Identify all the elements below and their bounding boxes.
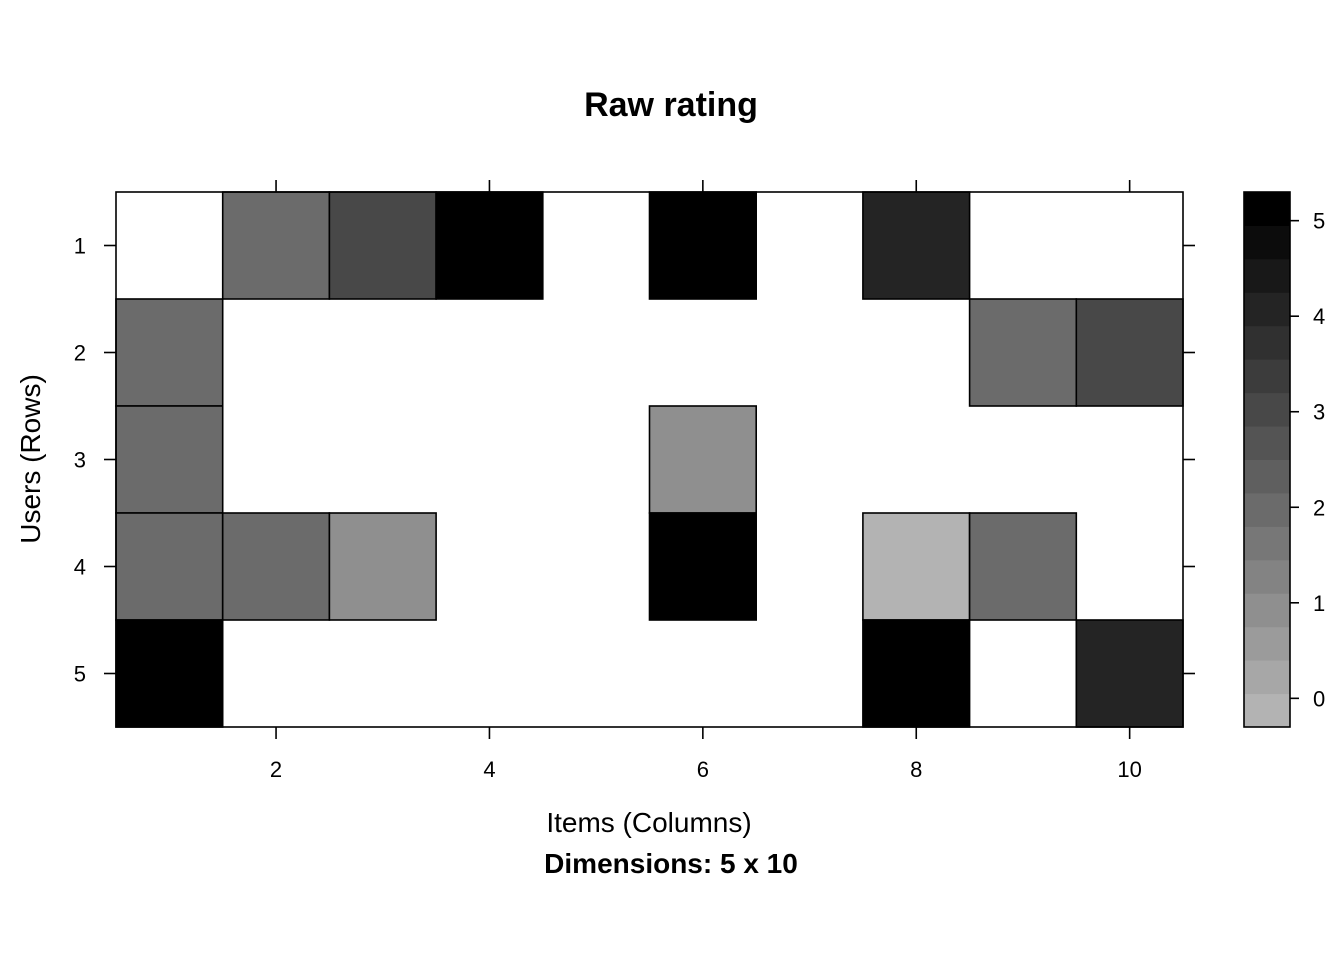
colorbar-segment — [1244, 225, 1290, 260]
x-tick-label: 4 — [483, 757, 495, 782]
colorbar-segment — [1244, 593, 1290, 628]
colorbar-segment — [1244, 258, 1290, 293]
colorbar-segment — [1244, 325, 1290, 360]
colorbar-segment — [1244, 359, 1290, 394]
heatmap-cell — [328, 191, 437, 300]
x-tick-label: 8 — [910, 757, 922, 782]
heatmap-cell — [115, 619, 224, 728]
heatmap-cell — [1075, 619, 1184, 728]
x-tick-label: 2 — [270, 757, 282, 782]
chart-title: Raw rating — [584, 86, 758, 124]
colorbar-segment — [1244, 526, 1290, 561]
heatmap-cell — [115, 405, 224, 514]
chart-subtitle: Dimensions: 5 x 10 — [544, 848, 798, 879]
colorbar-segment — [1244, 660, 1290, 695]
heatmap-cell — [221, 191, 331, 300]
heatmap-cell — [648, 405, 757, 514]
heatmap-cells — [115, 191, 1184, 728]
heatmap-cell — [435, 191, 544, 300]
heatmap-cell — [968, 512, 1078, 621]
colorbar-tick-label: 5 — [1313, 209, 1325, 234]
heatmap-cell — [648, 512, 757, 621]
y-tick-label: 5 — [74, 662, 86, 687]
colorbar: 0 1 2 3 4 5 — [1243, 191, 1325, 728]
colorbar-segment — [1244, 459, 1290, 494]
colorbar-segment — [1244, 492, 1290, 527]
y-tick-label: 2 — [74, 341, 86, 366]
y-axis-title: Users (Rows) — [15, 374, 46, 544]
colorbar-segment — [1244, 559, 1290, 594]
heatmap-cell — [328, 512, 437, 621]
heatmap-cell — [648, 191, 757, 300]
colorbar-segment — [1244, 192, 1290, 226]
colorbar-tick-label: 0 — [1313, 686, 1325, 711]
colorbar-tick-label: 2 — [1313, 495, 1325, 520]
heatmap-cell — [221, 512, 331, 621]
colorbar-segment — [1244, 626, 1290, 661]
colorbar-segment — [1244, 292, 1290, 327]
colorbar-border — [1243, 191, 1291, 728]
heatmap-cell — [1075, 298, 1184, 407]
heatmap-cell — [862, 512, 971, 621]
heatmap-cell — [862, 619, 971, 728]
y-tick-label: 1 — [74, 234, 86, 259]
colorbar-tick-label: 3 — [1313, 400, 1325, 425]
x-tick-label: 10 — [1117, 757, 1141, 782]
heatmap-cell — [115, 298, 224, 407]
x-axis-title: Items (Columns) — [546, 807, 751, 838]
heatmap-cell — [968, 298, 1078, 407]
colorbar-segment — [1244, 693, 1290, 728]
y-tick-label: 4 — [74, 555, 86, 580]
colorbar-tick-label: 1 — [1313, 591, 1325, 616]
heatmap-cell — [862, 191, 971, 300]
colorbar-tick-label: 4 — [1313, 304, 1325, 329]
x-tick-label: 6 — [697, 757, 709, 782]
heatmap-cell — [115, 512, 224, 621]
colorbar-segment — [1244, 426, 1290, 460]
y-tick-label: 3 — [74, 448, 86, 473]
colorbar-segment — [1244, 392, 1290, 427]
